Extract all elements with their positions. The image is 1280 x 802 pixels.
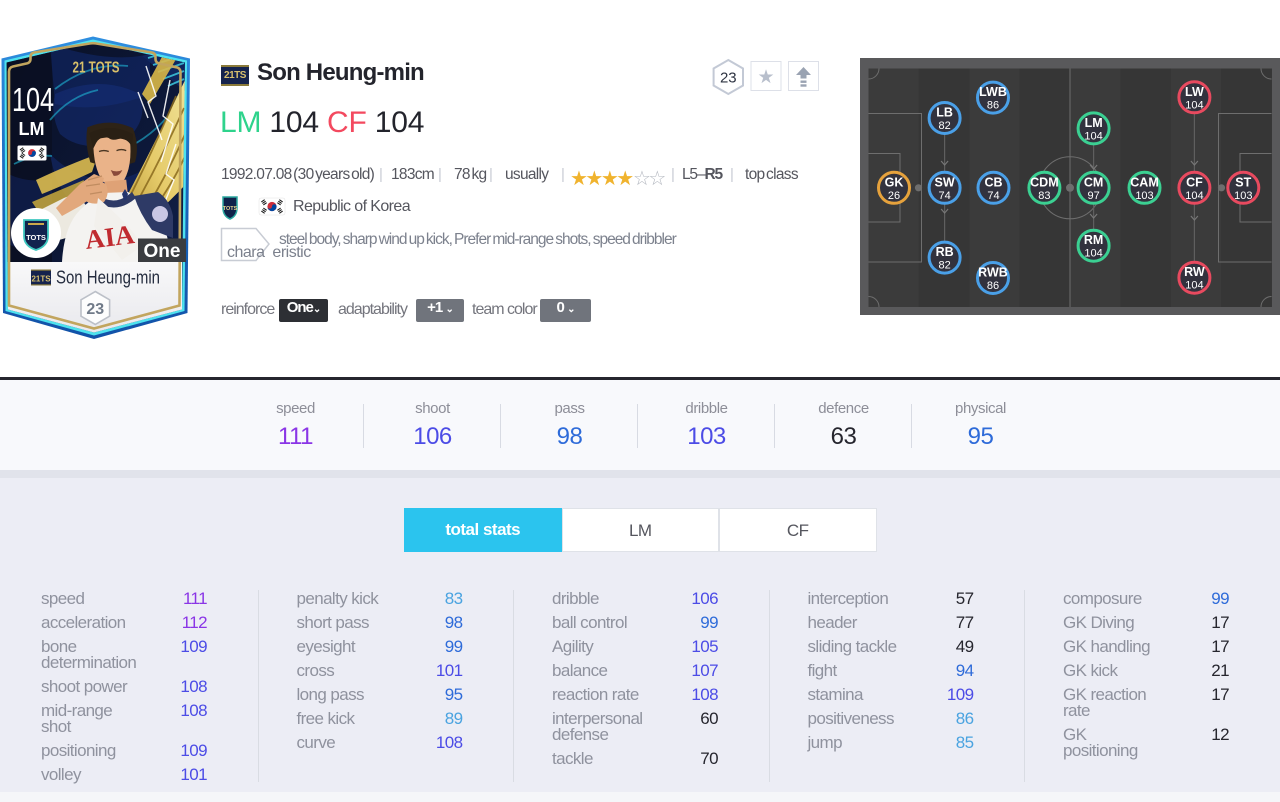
svg-text:SW: SW (935, 175, 955, 189)
svg-text:TOTS: TOTS (26, 233, 46, 242)
svg-text:★: ★ (757, 67, 774, 88)
svg-text:104: 104 (1185, 190, 1203, 202)
svg-text:86: 86 (987, 280, 999, 292)
svg-text:LM: LM (19, 119, 45, 139)
svg-text:CF: CF (1186, 175, 1203, 189)
svg-text:LB: LB (936, 106, 953, 120)
svg-text:86: 86 (987, 100, 999, 112)
svg-text:21 TOTS: 21 TOTS (73, 60, 120, 77)
svg-text:CM: CM (1084, 175, 1103, 189)
svg-text:One: One (144, 241, 181, 262)
svg-text:LM: LM (1085, 116, 1103, 130)
svg-text:74: 74 (987, 190, 999, 202)
svg-text:GK: GK (885, 175, 904, 189)
svg-text:RW: RW (1184, 265, 1205, 279)
svg-text:LWB: LWB (979, 85, 1007, 99)
svg-text:TOTS: TOTS (223, 206, 238, 212)
svg-text:26: 26 (888, 190, 900, 202)
svg-text:RWB: RWB (978, 266, 1008, 280)
svg-text:CAM: CAM (1130, 175, 1158, 189)
svg-text:CDM: CDM (1030, 175, 1058, 189)
svg-text:104: 104 (1084, 248, 1102, 260)
svg-text:23: 23 (720, 70, 737, 87)
svg-text:74: 74 (938, 190, 950, 202)
svg-text:104: 104 (1185, 280, 1203, 292)
svg-text:21TS: 21TS (31, 275, 51, 284)
svg-text:AIA: AIA (83, 219, 136, 255)
svg-text:83: 83 (1038, 190, 1050, 202)
svg-text:103: 103 (1135, 190, 1153, 202)
svg-text:104: 104 (1084, 130, 1102, 142)
svg-text:82: 82 (938, 120, 950, 132)
svg-text:103: 103 (1234, 190, 1252, 202)
svg-text:97: 97 (1087, 190, 1099, 202)
svg-text:104: 104 (1185, 99, 1203, 111)
svg-text:104: 104 (12, 81, 54, 118)
svg-text:82: 82 (938, 260, 950, 272)
svg-text:23: 23 (86, 301, 104, 318)
svg-text:Son Heung-min: Son Heung-min (56, 268, 160, 288)
svg-text:LW: LW (1185, 85, 1204, 99)
svg-text:CB: CB (984, 175, 1002, 189)
svg-text:ST: ST (1235, 175, 1251, 189)
svg-text:RB: RB (936, 245, 954, 259)
svg-text:RM: RM (1084, 233, 1103, 247)
